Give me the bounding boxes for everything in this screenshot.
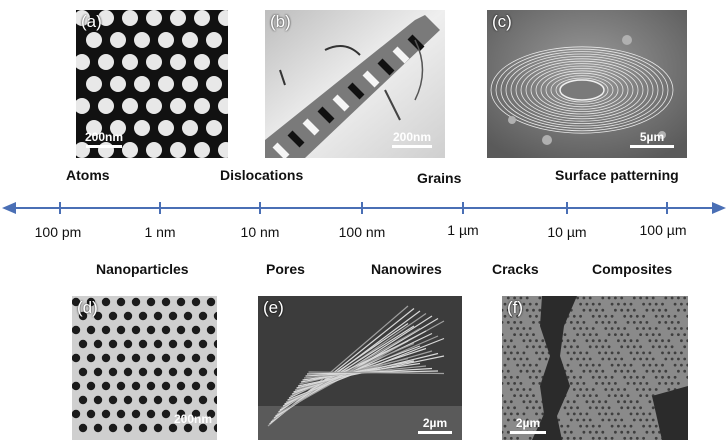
length-scale-axis [2, 202, 726, 214]
panel-b-label: (b) [270, 12, 291, 31]
dislocations-image [265, 10, 445, 158]
panel-c-scalebar: 5µm [627, 130, 677, 148]
panel-a-scalebar: 200nm [80, 130, 128, 148]
panel-e-nanowires-micrograph: (e) 2µm [258, 296, 462, 440]
category-nanowires: Nanowires [371, 261, 442, 277]
tick-label-100um: 100 µm [639, 222, 687, 238]
panel-c-label: (c) [492, 12, 512, 31]
crack-shape [532, 296, 577, 440]
tick-label-1nm: 1 nm [144, 224, 176, 240]
tick-label-100pm: 100 pm [34, 224, 82, 240]
category-nanoparticles: Nanoparticles [96, 261, 189, 277]
category-composites: Composites [592, 261, 673, 277]
category-atoms: Atoms [66, 167, 110, 183]
panel-a-scale-text: 200nm [84, 130, 124, 144]
panel-a-atoms-micrograph: (a) 200nm [76, 10, 228, 158]
tick-label-100nm: 100 nm [338, 224, 386, 240]
panel-b-scale-text: 200nm [392, 130, 432, 144]
left-arrow-icon [2, 202, 16, 214]
panel-f-scalebar: 2µm [506, 416, 550, 434]
panel-d-scalebar: 200nm [170, 412, 216, 426]
panel-e-label: (e) [263, 298, 284, 317]
category-cracks: Cracks [492, 261, 539, 277]
right-arrow-icon [712, 202, 726, 214]
panel-d-nanoparticles-micrograph: (d) 200nm [72, 296, 217, 440]
cracks-image [502, 296, 688, 440]
tick-label-10nm: 10 nm [240, 224, 280, 240]
panel-f-label: (f) [507, 298, 524, 317]
panel-c-scale-text: 5µm [639, 130, 665, 144]
panel-c-surface-patterning-micrograph: (c) 5µm [487, 10, 687, 158]
panel-e-scalebar: 2µm [413, 416, 457, 434]
panel-f-scale-text: 2µm [515, 416, 541, 430]
panel-f-cracks-composites-micrograph: (f) 2µm [502, 296, 688, 440]
category-surface-patterning: Surface patterning [555, 167, 679, 183]
panel-a-label: (a) [81, 12, 102, 31]
atoms-image [76, 10, 228, 158]
panel-d-scale-text: 200nm [173, 412, 213, 426]
panel-e-scale-text: 2µm [422, 416, 448, 430]
porous-image [72, 296, 217, 440]
panel-d-label: (d) [77, 298, 98, 317]
tick-label-1um: 1 µm [447, 222, 479, 238]
category-grains: Grains [417, 170, 462, 186]
panel-b-dislocations-micrograph: (b) 200nm [265, 10, 445, 158]
tick-label-10um: 10 µm [547, 224, 587, 240]
surface-pattern-image [487, 10, 687, 158]
panel-b-scalebar: 200nm [387, 130, 437, 148]
category-pores: Pores [266, 261, 305, 277]
category-dislocations: Dislocations [220, 167, 304, 183]
nanowires-image [258, 296, 462, 440]
